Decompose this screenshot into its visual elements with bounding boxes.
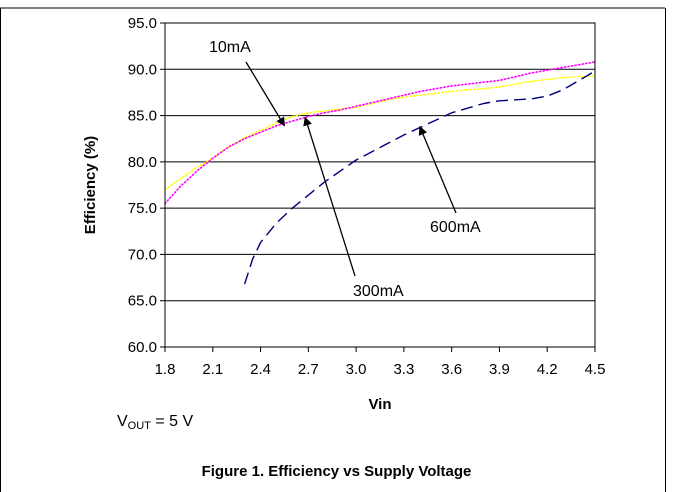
x-tick-label: 2.1 — [202, 361, 223, 378]
x-tick-label: 4.5 — [585, 361, 606, 378]
series-line-600ma — [243, 70, 596, 285]
annotation-label-10ma: 10mA — [209, 39, 251, 56]
y-tick-label: 80.0 — [128, 154, 157, 171]
y-tick-label: 95.0 — [128, 15, 157, 32]
x-tick-label: 2.4 — [250, 361, 271, 378]
annotations: 10mA 300mA 600mA — [209, 39, 481, 300]
vout-symbol: V — [117, 413, 128, 430]
y-tick-label: 90.0 — [128, 61, 157, 78]
y-axis-title: Efficiency (%) — [82, 136, 99, 234]
annotation-arrow-10ma — [245, 61, 286, 127]
y-tick-label: 60.0 — [128, 339, 157, 356]
axes: 60.0 65.0 70.0 75.0 80.0 85.0 90.0 95.0 1.8 2.1 2.… — [82, 15, 605, 413]
series-lines — [164, 61, 596, 285]
x-tick-label: 3.3 — [393, 361, 414, 378]
vout-condition: VOUT = 5 V — [117, 413, 193, 432]
gridlines — [165, 68, 595, 302]
series-line-300ma — [164, 61, 596, 205]
x-tick-label: 3.9 — [489, 361, 510, 378]
y-tick-label: 85.0 — [128, 108, 157, 125]
annotation-arrow-600ma — [418, 125, 457, 214]
x-axis-title: Vin — [368, 396, 391, 413]
annotation-label-300ma: 300mA — [353, 283, 404, 300]
annotation-label-600ma: 600mA — [430, 219, 481, 236]
vout-value: = 5 V — [150, 413, 194, 430]
plot-area-border — [164, 22, 596, 348]
x-tick-label: 2.7 — [298, 361, 319, 378]
x-tick-label: 3.6 — [441, 361, 462, 378]
x-tick-label: 1.8 — [155, 361, 176, 378]
y-tick-label: 65.0 — [128, 293, 157, 310]
figure-caption: Figure 1. Efficiency vs Supply Voltage — [201, 463, 472, 480]
y-tick-label: 70.0 — [128, 246, 157, 263]
series-line-10ma — [164, 75, 596, 191]
vout-subscript: OUT — [127, 420, 151, 432]
x-tick-label: 3.0 — [346, 361, 367, 378]
x-tick-label: 4.2 — [537, 361, 558, 378]
annotation-arrow-300ma — [303, 116, 356, 277]
y-tick-label: 75.0 — [128, 200, 157, 217]
